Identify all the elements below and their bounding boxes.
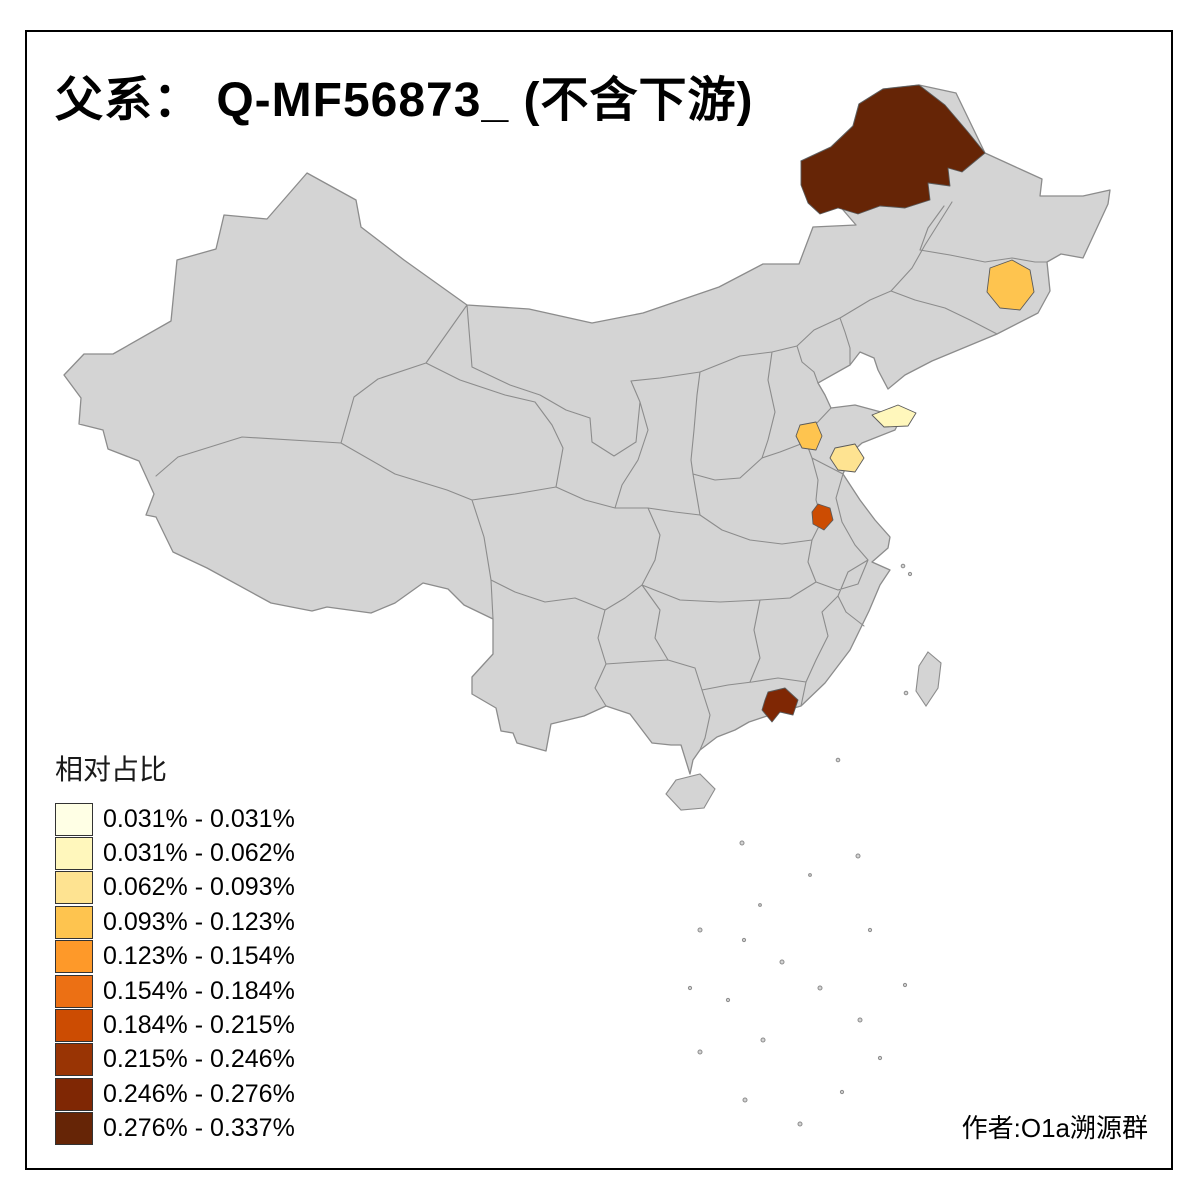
legend-label: 0.031% - 0.062%	[103, 839, 295, 868]
legend-swatch	[55, 905, 93, 939]
legend-row: 0.154% - 0.184%	[55, 974, 295, 1008]
legend-row: 0.093% - 0.123%	[55, 905, 295, 939]
choropleth-region	[795, 421, 823, 451]
choropleth-region	[800, 84, 986, 215]
legend-row: 0.031% - 0.062%	[55, 836, 295, 871]
legend-swatch	[55, 802, 93, 836]
legend-label: 0.184% - 0.215%	[103, 1011, 295, 1040]
legend-swatch	[55, 1009, 93, 1043]
legend-swatch	[55, 1043, 93, 1077]
legend-swatch	[55, 1077, 93, 1111]
legend-row: 0.184% - 0.215%	[55, 1008, 295, 1043]
legend-row: 0.123% - 0.154%	[55, 940, 295, 974]
province-borders	[155, 201, 1048, 751]
legend-label: 0.246% - 0.276%	[103, 1079, 295, 1108]
legend-label: 0.215% - 0.246%	[103, 1045, 295, 1074]
legend-row: 0.062% - 0.093%	[55, 871, 295, 905]
legend: 相对占比 0.031% - 0.031% 0.031% - 0.062% 0.062…	[55, 748, 295, 1146]
legend-swatch	[55, 837, 93, 871]
page-title: 父系： Q-MF56873_ (不含下游)	[55, 74, 754, 127]
plot-border	[25, 30, 1173, 1170]
legend-label: 0.123% - 0.154%	[103, 942, 295, 971]
legend-label: 0.276% - 0.337%	[103, 1114, 295, 1143]
legend-label: 0.093% - 0.123%	[103, 907, 295, 936]
author-credit: 作者:O1a溯源群	[961, 1113, 1148, 1143]
hainan-island	[665, 773, 716, 811]
legend-swatch	[55, 1112, 93, 1146]
legend-row: 0.276% - 0.337%	[55, 1112, 295, 1146]
choropleth-region	[761, 687, 799, 723]
legend-row: 0.215% - 0.246%	[55, 1043, 295, 1077]
taiwan-island	[915, 651, 942, 707]
legend-swatch	[55, 940, 93, 974]
legend-items: 0.031% - 0.031% 0.031% - 0.062% 0.062% - 0…	[55, 802, 295, 1146]
choropleth-region	[811, 503, 834, 531]
legend-row: 0.246% - 0.276%	[55, 1077, 295, 1111]
islands	[665, 563, 942, 1127]
choropleth-region	[829, 443, 865, 473]
legend-label: 0.154% - 0.184%	[103, 976, 295, 1005]
legend-label: 0.062% - 0.093%	[103, 873, 295, 902]
legend-row: 0.031% - 0.031%	[55, 802, 295, 836]
legend-label: 0.031% - 0.031%	[103, 804, 295, 833]
legend-swatch	[55, 974, 93, 1008]
highlighted-regions	[761, 84, 1035, 723]
south-china-sea-islets	[687, 563, 913, 1127]
choropleth-region	[986, 259, 1035, 311]
legend-swatch	[55, 871, 93, 905]
legend-title: 相对占比	[55, 754, 168, 785]
choropleth-region	[871, 404, 917, 428]
